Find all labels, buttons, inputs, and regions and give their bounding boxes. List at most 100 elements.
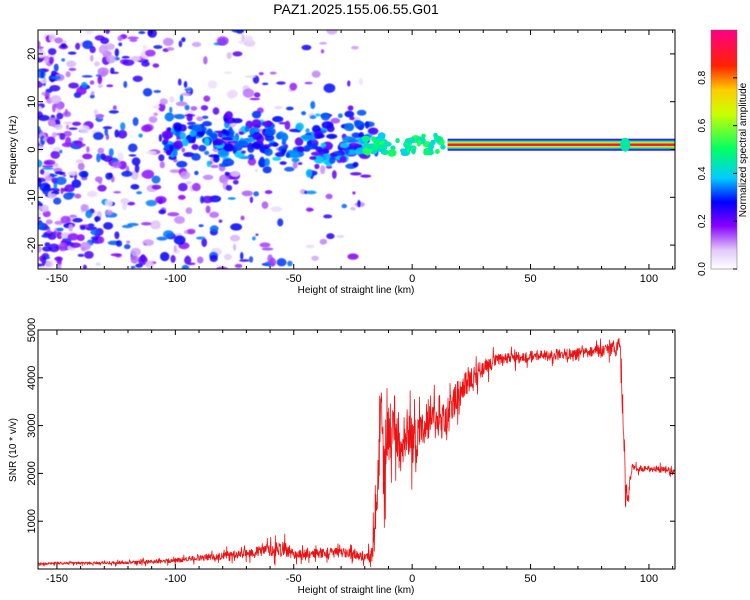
heatmap-blob: [231, 30, 244, 33]
heatmap-blob: [348, 142, 360, 148]
heatmap-blob: [301, 134, 313, 140]
heatmap-blob: [141, 124, 152, 133]
heatmap-blob: [60, 43, 67, 48]
heatmap-blob: [97, 84, 103, 88]
heatmap-blob: [275, 151, 285, 158]
heatmap-blob: [48, 56, 54, 64]
heatmap-blob: [89, 54, 94, 62]
heatmap-blob: [84, 251, 94, 259]
heatmap-blob: [301, 111, 307, 116]
heatmap-blob: [153, 90, 162, 93]
heatmap-blob: [138, 31, 146, 35]
heatmap-blob: [272, 156, 282, 161]
strong-line-band: [447, 144, 675, 146]
heatmap-blob: [326, 133, 338, 139]
heatmap-blob: [352, 161, 359, 168]
heatmap-blob: [320, 165, 326, 175]
heatmap-blob: [98, 44, 108, 55]
heatmap-blob: [227, 197, 236, 200]
heatmap-blob: [166, 46, 175, 51]
heatmap-blob: [106, 84, 114, 88]
heatmap-blob: [138, 133, 143, 138]
heatmap-blob: [117, 129, 128, 139]
heatmap-blob: [292, 161, 298, 169]
heatmap-blob: [166, 150, 172, 156]
heatmap-blob: [395, 137, 400, 144]
heatmap-blob: [344, 110, 355, 118]
heatmap-blob: [130, 184, 140, 190]
heatmap-blob: [416, 139, 422, 147]
heatmap-blob: [56, 263, 62, 269]
heatmap-blob: [351, 132, 361, 139]
heatmap-blob: [78, 137, 84, 142]
heatmap-blob: [358, 77, 363, 86]
heatmap-blob: [323, 148, 330, 154]
heatmap-blob: [223, 253, 232, 261]
heatmap-blob: [322, 152, 331, 160]
heatmap-blob: [117, 152, 124, 162]
heatmap-blob: [279, 161, 287, 165]
heatmap-blob: [316, 133, 325, 139]
heatmap-blob: [169, 96, 175, 103]
heatmap-blob: [278, 121, 287, 125]
heatmap-blob: [103, 222, 114, 230]
heatmap-blob: [191, 41, 202, 48]
heatmap-blob: [337, 113, 343, 119]
heatmap-blob: [65, 124, 70, 130]
heatmap-blob: [314, 163, 320, 170]
heatmap-blob: [320, 142, 327, 148]
heatmap-blob: [145, 199, 157, 207]
heatmap-blob: [166, 112, 173, 117]
heatmap-blob: [71, 179, 82, 188]
heatmap-blob: [58, 242, 68, 252]
heatmap-blob: [249, 97, 261, 101]
heatmap-blob: [184, 256, 192, 265]
heatmap-blob: [50, 150, 60, 159]
heatmap-blob: [111, 161, 122, 169]
heatmap-blob: [240, 215, 245, 221]
heatmap-blob: [181, 37, 186, 43]
heatmap-blob: [141, 170, 154, 179]
heatmap-blob: [311, 70, 321, 78]
heatmap-blob: [72, 121, 82, 126]
heatmap-blob: [285, 152, 290, 158]
heatmap-blob: [90, 229, 101, 236]
heatmap-blob: [97, 236, 105, 244]
heatmap-blob: [156, 236, 168, 241]
heatmap-blob: [291, 157, 300, 163]
heatmap-blob: [202, 121, 212, 127]
heatmap-blob: [56, 256, 62, 266]
heatmap-blob: [251, 236, 256, 241]
heatmap-blob: [114, 231, 120, 240]
heatmap-blob: [55, 176, 67, 186]
heatmap-blob: [305, 128, 310, 134]
heatmap-blob: [198, 224, 204, 228]
heatmap-blob: [411, 148, 416, 154]
heatmap-blob: [56, 227, 64, 232]
colorbar-ticks: 0.0 0.2 0.4 0.6 0.8: [697, 70, 737, 276]
heatmap-blob: [40, 169, 45, 175]
heatmap-blob: [158, 134, 163, 142]
heatmap-blob: [108, 172, 113, 178]
heatmap-blob: [159, 98, 168, 105]
heatmap-blob: [110, 71, 120, 75]
heatmap-blob: [224, 171, 230, 176]
heatmap-blob: [40, 204, 49, 213]
snr-panel: -150 -100 -50 0 50 100 1000 2000 3000 4000 5000 H…: [8, 318, 676, 596]
heatmap-blob: [172, 149, 178, 157]
y-tick-label: 5000: [26, 318, 38, 342]
heatmap-blob: [81, 176, 88, 181]
heatmap-blob: [127, 201, 136, 206]
heatmap-blob: [69, 214, 78, 218]
heatmap-blob: [38, 177, 42, 187]
x-tick-label: 50: [524, 273, 536, 285]
heatmap-blob: [387, 149, 397, 157]
heatmap-blob: [67, 51, 77, 55]
heatmap-blob: [183, 81, 188, 88]
heatmap-blob: [106, 55, 116, 64]
heatmap-blob: [79, 225, 86, 230]
heatmap-blob: [232, 51, 243, 57]
heatmap-blob: [201, 126, 207, 132]
heatmap-blob: [305, 190, 317, 195]
heatmap-blob: [81, 81, 88, 89]
